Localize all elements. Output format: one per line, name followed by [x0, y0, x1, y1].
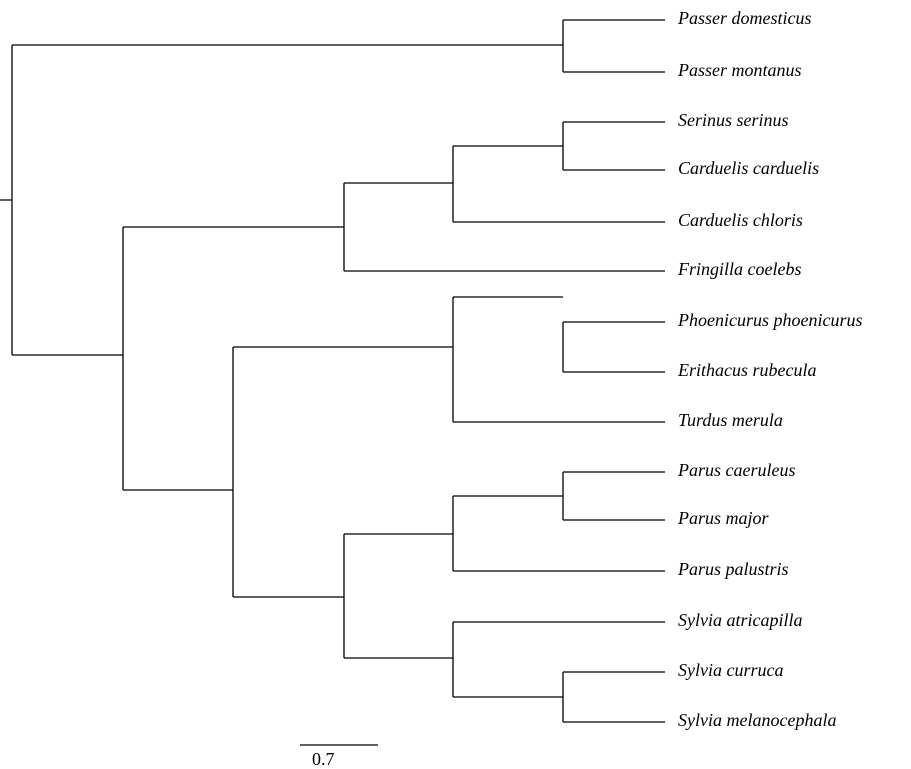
leaf-label: Passer montanus [677, 60, 802, 80]
leaf-label: Carduelis carduelis [678, 158, 819, 178]
leaf-label: Sylvia atricapilla [678, 610, 802, 630]
leaf-labels: Passer domesticus Passer montanus Serinus … [677, 8, 862, 730]
leaf-label: Carduelis chloris [678, 210, 803, 230]
leaf-label: Erithacus rubecula [677, 360, 816, 380]
leaf-label: Fringilla coelebs [677, 259, 801, 279]
scale-label: 0.7 [312, 749, 335, 769]
leaf-label: Turdus merula [678, 410, 783, 430]
leaf-label: Serinus serinus [678, 110, 789, 130]
leaf-label: Phoenicurus phoenicurus [677, 310, 862, 330]
leaf-label: Parus major [677, 508, 770, 528]
leaf-label: Parus palustris [677, 559, 789, 579]
leaf-label: Sylvia melanocephala [678, 710, 836, 730]
leaf-label: Parus caeruleus [677, 460, 795, 480]
leaf-label: Passer domesticus [677, 8, 812, 28]
leaf-label: Sylvia curruca [678, 660, 783, 680]
tree-branches [0, 19, 665, 723]
